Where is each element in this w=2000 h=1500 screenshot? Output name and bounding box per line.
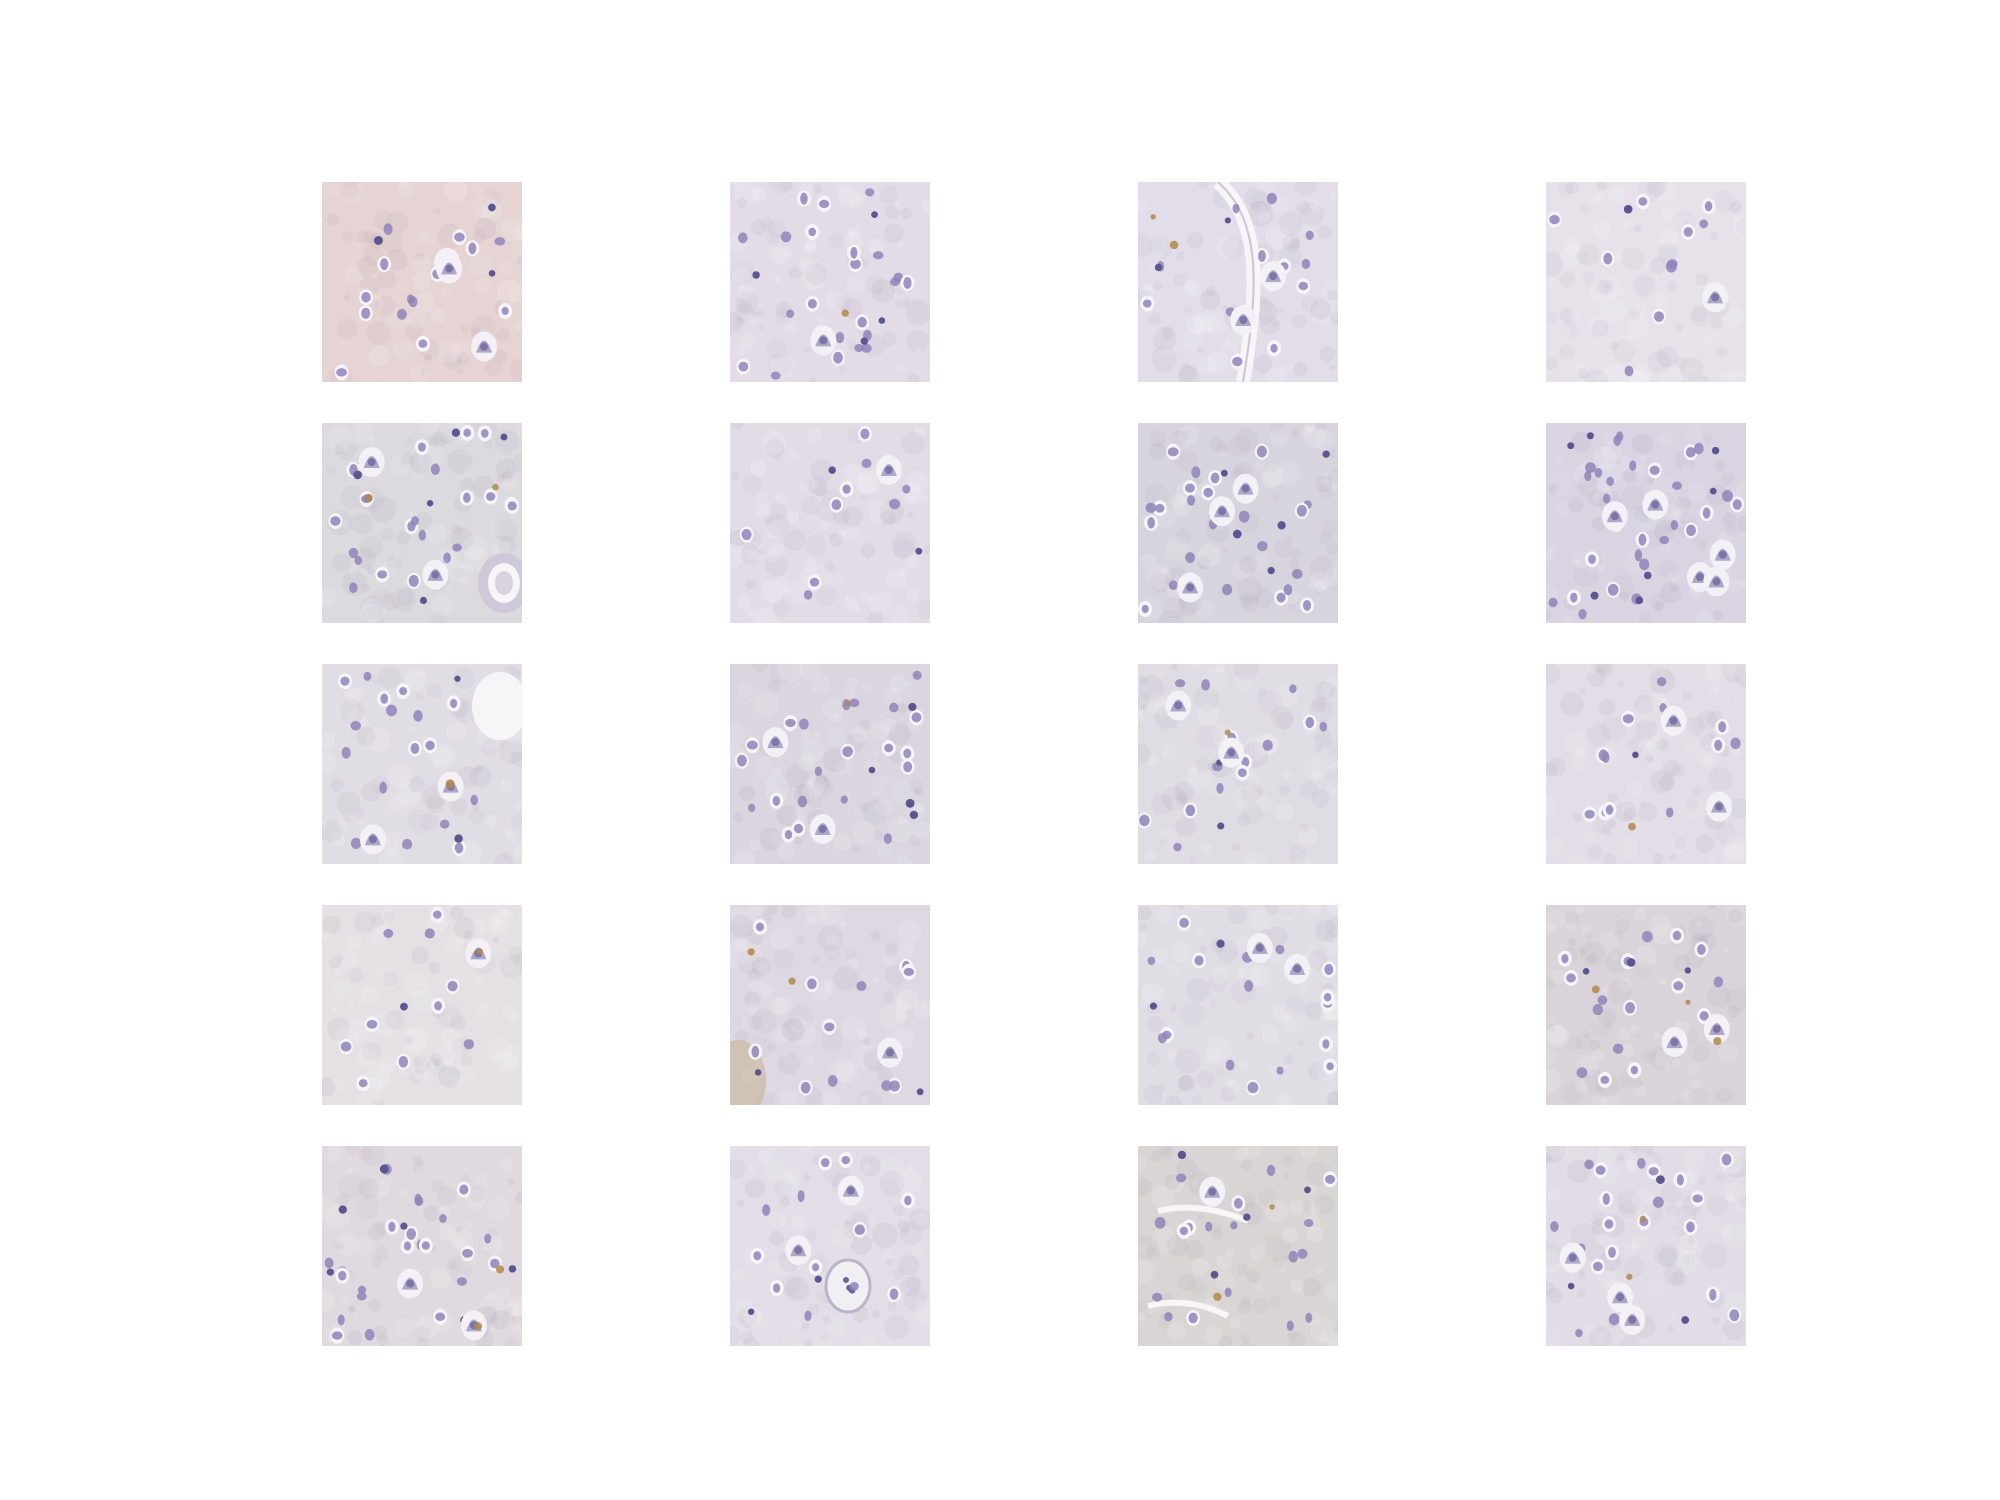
tissue-image [1138,664,1338,864]
histology-tile [322,664,522,864]
histology-tile [1138,905,1338,1105]
histology-tile [730,905,930,1105]
tissue-image [730,423,930,623]
histology-tile [1546,664,1746,864]
tissue-image [1138,905,1338,1105]
tissue-image [1546,423,1746,623]
tissue-image [1138,182,1338,382]
tissue-image [1138,423,1338,623]
histology-tile [730,1146,930,1346]
tissue-image [730,664,930,864]
tissue-image [1546,1146,1746,1346]
histology-tile [1138,664,1338,864]
histology-tile [322,905,522,1105]
histology-tile [730,423,930,623]
tissue-image [322,664,522,864]
histology-tile [1138,182,1338,382]
histology-tile [322,1146,522,1346]
histology-tile [1546,1146,1746,1346]
histology-tile [1546,423,1746,623]
tissue-image [730,182,930,382]
tissue-image [322,905,522,1105]
tissue-image [730,1146,930,1346]
histology-tile [322,182,522,382]
tissue-image [730,905,930,1105]
tissue-image [322,182,522,382]
histology-tile [1138,1146,1338,1346]
histology-tile [1138,423,1338,623]
tissue-image [1546,664,1746,864]
tissue-image [1138,1146,1338,1346]
histology-tile [322,423,522,623]
histology-tile [730,182,930,382]
histology-tile [1546,182,1746,382]
tissue-image [322,1146,522,1346]
histology-tile [730,664,930,864]
tissue-image [1546,182,1746,382]
tissue-image [1546,905,1746,1105]
histology-tile [1546,905,1746,1105]
tissue-image [322,423,522,623]
